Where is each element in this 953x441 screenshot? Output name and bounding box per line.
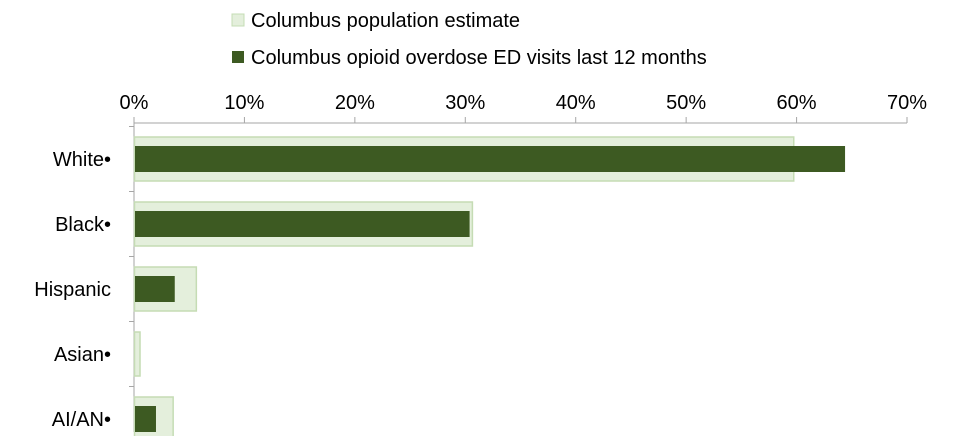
legend-swatch-2 [232, 51, 244, 63]
category-labels: White• Black• Hispanic Asian• AI/AN• [34, 149, 111, 431]
x-tick-label: 40% [556, 92, 596, 114]
category-label: AI/AN• [52, 409, 111, 431]
category-label: Asian• [54, 344, 111, 366]
legend-label-2: Columbus opioid overdose ED visits last … [251, 47, 707, 69]
x-tick-label: 0% [120, 92, 149, 114]
x-tick-label: 20% [335, 92, 375, 114]
x-tick-label: 60% [777, 92, 817, 114]
x-tick-label: 70% [887, 92, 927, 114]
category-label: White• [53, 149, 111, 171]
category-label: Hispanic [34, 279, 111, 301]
legend-swatch-1 [232, 14, 244, 26]
bar-ed-visits [135, 276, 175, 302]
category-label: Black• [55, 214, 111, 236]
bars [129, 127, 845, 437]
bar-ed-visits [135, 406, 156, 432]
bar-ed-visits [135, 146, 845, 172]
x-tick-label: 30% [445, 92, 485, 114]
legend: Columbus population estimate Columbus opi… [232, 10, 707, 69]
bar-ed-visits [135, 211, 470, 237]
x-tick-label: 50% [666, 92, 706, 114]
x-tick-label: 10% [224, 92, 264, 114]
legend-label-1: Columbus population estimate [251, 10, 520, 32]
bar-population [135, 332, 141, 376]
